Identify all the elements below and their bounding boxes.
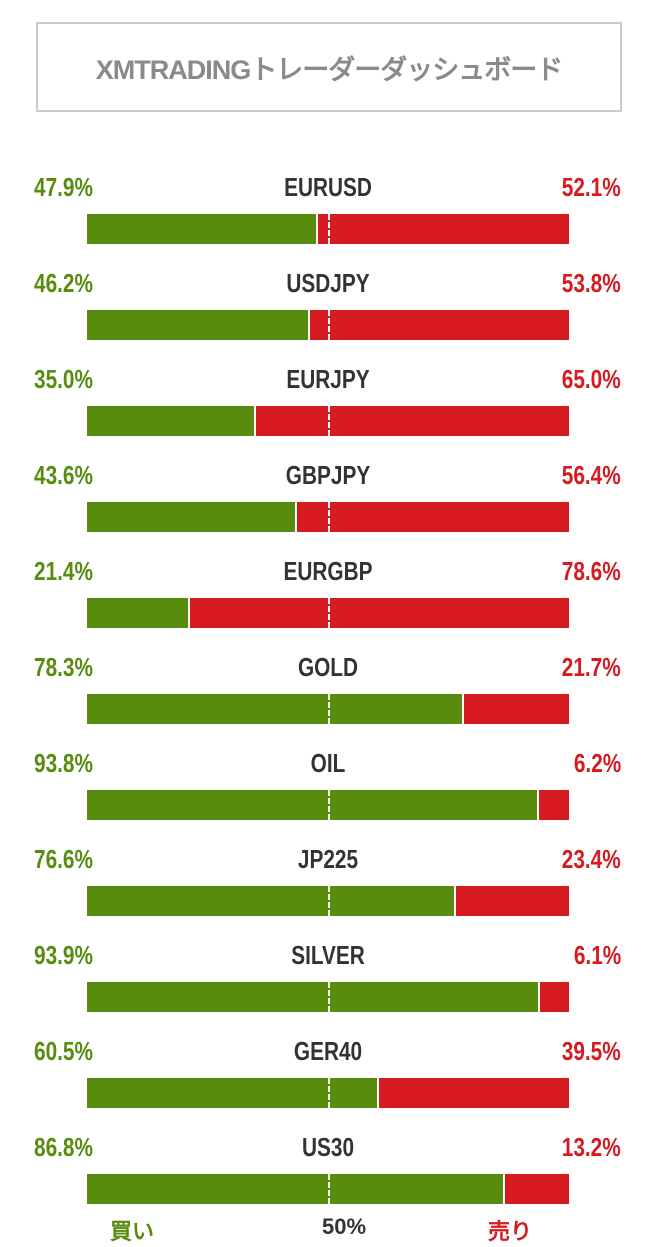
- buy-percent: 93.9%: [34, 940, 93, 970]
- sentiment-bar: [87, 1078, 569, 1108]
- sentiment-row: 46.2% USDJPY 53.8%: [0, 266, 669, 356]
- sell-percent: 13.2%: [562, 1132, 621, 1162]
- buy-fill: [87, 214, 318, 244]
- sentiment-bar: [87, 886, 569, 916]
- sentiment-row: 78.3% GOLD 21.7%: [0, 650, 669, 740]
- sentiment-row: 21.4% EURGBP 78.6%: [0, 554, 669, 644]
- sentiment-row: 35.0% EURJPY 65.0%: [0, 362, 669, 452]
- midpoint-line: [328, 502, 330, 532]
- buy-percent: 35.0%: [34, 364, 93, 394]
- sell-percent: 52.1%: [562, 172, 621, 202]
- sentiment-bar: [87, 790, 569, 820]
- symbol-name: US30: [301, 1132, 355, 1162]
- buy-fill: [87, 1078, 379, 1108]
- buy-percent: 93.8%: [34, 748, 93, 778]
- sentiment-row: 43.6% GBPJPY 56.4%: [0, 458, 669, 548]
- symbol-name: EURUSD: [284, 172, 372, 202]
- buy-percent: 86.8%: [34, 1132, 93, 1162]
- buy-fill: [87, 406, 256, 436]
- buy-fill: [87, 790, 540, 820]
- symbol-name: GBPJPY: [285, 460, 371, 490]
- symbol-name: JP225: [297, 844, 359, 874]
- dashboard-title: XMTRADINGトレーダーダッシュボード: [36, 22, 622, 112]
- sentiment-bar: [87, 982, 569, 1012]
- buy-fill: [87, 310, 310, 340]
- symbol-name: EURJPY: [286, 364, 370, 394]
- buy-percent: 60.5%: [34, 1036, 93, 1066]
- midpoint-line: [328, 1174, 330, 1204]
- buy-percent: 43.6%: [34, 460, 93, 490]
- buy-percent: 76.6%: [34, 844, 93, 874]
- midpoint-line: [328, 406, 330, 436]
- sell-percent: 21.7%: [562, 652, 621, 682]
- buy-fill: [87, 694, 465, 724]
- sell-percent: 6.1%: [573, 940, 621, 970]
- sentiment-bar: [87, 1174, 569, 1204]
- symbol-name: USDJPY: [286, 268, 370, 298]
- sell-percent: 6.2%: [573, 748, 621, 778]
- midpoint-line: [328, 598, 330, 628]
- buy-fill: [87, 598, 191, 628]
- buy-percent: 47.9%: [34, 172, 93, 202]
- buy-percent: 78.3%: [34, 652, 93, 682]
- midpoint-line: [328, 214, 330, 244]
- sentiment-row: 47.9% EURUSD 52.1%: [0, 170, 669, 260]
- midpoint-line: [328, 694, 330, 724]
- sentiment-row: 86.8% US30 13.2%: [0, 1130, 669, 1220]
- sell-percent: 23.4%: [562, 844, 621, 874]
- buy-fill: [87, 1174, 506, 1204]
- sentiment-row: 93.9% SILVER 6.1%: [0, 938, 669, 1028]
- buy-fill: [87, 502, 298, 532]
- footer-midpoint-label: 50%: [322, 1214, 367, 1239]
- midpoint-line: [328, 310, 330, 340]
- sentiment-bar: [87, 214, 569, 244]
- sentiment-bar: [87, 694, 569, 724]
- sell-percent: 78.6%: [562, 556, 621, 586]
- sentiment-row: 76.6% JP225 23.4%: [0, 842, 669, 932]
- symbol-name: GER40: [293, 1036, 363, 1066]
- buy-fill: [87, 982, 540, 1012]
- midpoint-line: [328, 982, 330, 1012]
- footer-buy-label: 買い: [110, 1219, 155, 1244]
- sell-percent: 56.4%: [562, 460, 621, 490]
- sentiment-bar: [87, 406, 569, 436]
- midpoint-line: [328, 1078, 330, 1108]
- sentiment-bar: [87, 310, 569, 340]
- footer-sell-label: 売り: [488, 1219, 533, 1244]
- symbol-name: GOLD: [297, 652, 359, 682]
- buy-percent: 46.2%: [34, 268, 93, 298]
- symbol-name: OIL: [310, 748, 346, 778]
- sentiment-bar: [87, 598, 569, 628]
- midpoint-line: [328, 790, 330, 820]
- sentiment-row: 93.8% OIL 6.2%: [0, 746, 669, 836]
- sell-percent: 53.8%: [562, 268, 621, 298]
- midpoint-line: [328, 886, 330, 916]
- buy-fill: [87, 886, 457, 916]
- symbol-name: EURGBP: [283, 556, 373, 586]
- buy-percent: 21.4%: [34, 556, 93, 586]
- sell-percent: 39.5%: [562, 1036, 621, 1066]
- sentiment-bar: [87, 502, 569, 532]
- sentiment-row: 60.5% GER40 39.5%: [0, 1034, 669, 1124]
- sell-percent: 65.0%: [562, 364, 621, 394]
- symbol-name: SILVER: [291, 940, 365, 970]
